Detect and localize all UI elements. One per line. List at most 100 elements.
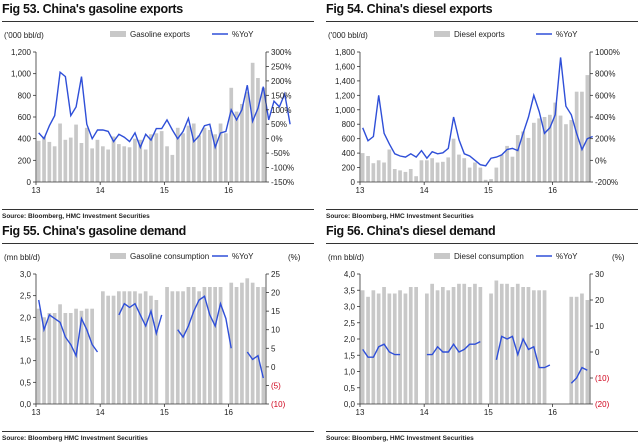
bar (376, 293, 381, 404)
bar (106, 149, 110, 182)
bar (580, 293, 584, 404)
legend-line-label: %YoY (232, 252, 254, 261)
bar (149, 134, 153, 182)
bar (392, 169, 397, 182)
bar (133, 138, 137, 182)
bar (143, 149, 148, 182)
chart-plot: (mn bbl/d) (%) Gasoline consumption %YoY 0,0… (4, 252, 301, 417)
bar (175, 127, 180, 182)
left-tick-label: 1,800 (335, 48, 356, 57)
bar (462, 158, 467, 182)
bar (47, 313, 52, 404)
bar (250, 282, 255, 404)
bar (111, 295, 116, 404)
bar (360, 153, 365, 182)
bar (202, 127, 207, 182)
left-tick-label: 3,0 (20, 270, 32, 279)
right-tick-label: (20) (595, 400, 610, 409)
right-tick-label: 10 (271, 326, 280, 335)
bar (213, 287, 217, 404)
bar (414, 176, 418, 182)
x-tick-label: 16 (224, 408, 233, 417)
bar (68, 137, 73, 182)
right-tick-label: 100% (271, 106, 291, 115)
left-tick-label: 3,0 (344, 303, 356, 312)
bar (489, 179, 493, 182)
bar (366, 156, 370, 182)
bar (122, 291, 127, 404)
left-tick-label: 3,5 (344, 286, 356, 295)
bar (553, 102, 558, 182)
bar (387, 293, 392, 404)
left-tick-label: 1,200 (335, 91, 356, 100)
right-tick-label: -50% (271, 149, 290, 158)
bar (521, 131, 525, 182)
left-tick-label: 800 (342, 120, 356, 129)
bar (532, 122, 536, 182)
bar (376, 160, 381, 182)
bar (202, 287, 207, 404)
bar (90, 308, 94, 404)
legend-line-label: %YoY (556, 30, 578, 39)
left-tick-label: 200 (342, 164, 356, 173)
bar (371, 163, 376, 182)
bar (240, 282, 244, 404)
right-tick-label: 15 (271, 307, 280, 316)
bar (36, 308, 41, 404)
title-rule (326, 243, 638, 244)
chart-title: Fig 54. China's diesel exports (326, 2, 493, 16)
bar (499, 154, 504, 182)
left-tick-label: 0 (27, 178, 32, 187)
bar (208, 130, 212, 182)
legend-bar-swatch (110, 31, 126, 37)
legend-bar-label: Gasoline exports (130, 30, 190, 39)
bar (197, 135, 201, 182)
bar (245, 92, 250, 182)
bar (542, 290, 547, 405)
bar (467, 287, 472, 404)
left-unit-label: (mn bbl/d) (4, 253, 40, 262)
left-tick-label: 1,400 (335, 77, 356, 86)
right-tick-label: 0% (271, 135, 283, 144)
left-unit-label: ('000 bbl/d) (328, 31, 368, 40)
x-tick-label: 13 (356, 186, 365, 195)
bar (218, 287, 223, 404)
left-tick-label: 1,200 (11, 48, 32, 57)
x-tick-label: 16 (548, 186, 557, 195)
left-tick-label: 2,5 (20, 292, 32, 301)
bar (52, 313, 57, 404)
right-tick-label: 250% (271, 62, 291, 71)
bar (537, 118, 541, 182)
left-unit-label: ('000 bbl/d) (4, 31, 44, 40)
left-tick-label: 0,5 (344, 384, 356, 393)
bar (68, 313, 73, 404)
bar (398, 170, 402, 182)
legend-bar-swatch (434, 31, 450, 37)
bar (122, 146, 127, 183)
x-tick-label: 14 (96, 186, 105, 195)
bar (42, 317, 46, 404)
x-tick-label: 16 (224, 186, 233, 195)
bar (478, 287, 483, 404)
bar (256, 287, 260, 404)
bar (95, 139, 100, 183)
bar (36, 140, 41, 182)
bar (499, 283, 504, 405)
bar (186, 125, 191, 182)
bar (261, 287, 266, 404)
left-tick-label: 800 (18, 91, 32, 100)
bar (111, 136, 116, 182)
bar (574, 296, 579, 405)
chart-plot: ('000 bbl/d) Gasoline exports %YoY 0 200 400 6… (4, 30, 294, 195)
panel-fig53: Fig 53. China's gasoline exports ('000 b… (2, 2, 314, 220)
left-tick-label: 2,0 (344, 335, 356, 344)
bar (505, 283, 509, 405)
bar (63, 313, 68, 404)
bar (170, 154, 175, 182)
bar (382, 287, 386, 404)
bar (574, 91, 579, 182)
x-tick-label: 15 (160, 408, 169, 417)
bar (382, 162, 386, 182)
chart-source: Source: Bloomberg, HMC Investment Securi… (326, 435, 474, 442)
panel-fig56: Fig 56. China's diesel demand (mn bbl/d)… (326, 224, 638, 442)
